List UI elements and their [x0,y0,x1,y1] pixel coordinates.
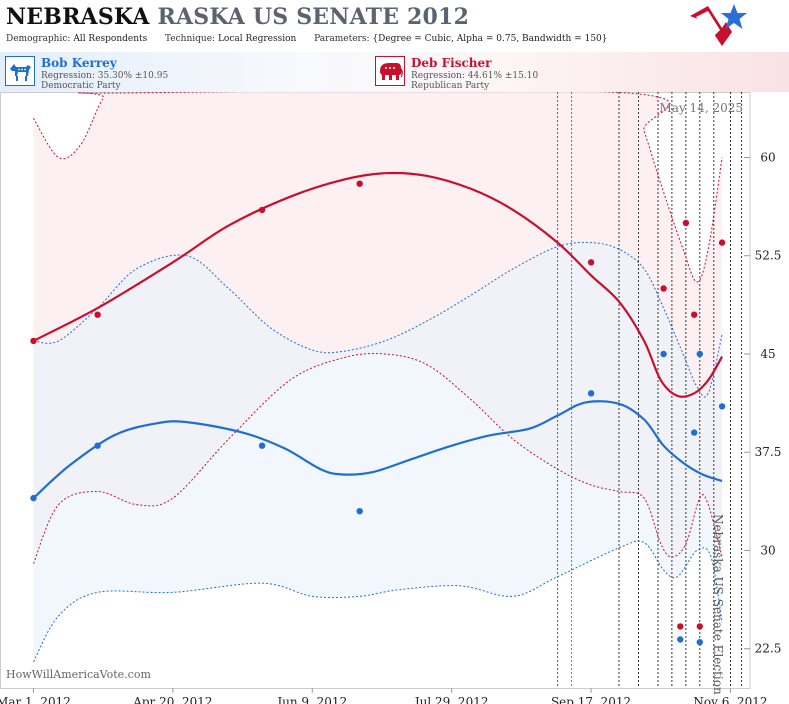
dem-band-upper [33,241,723,398]
rep-band-upper [33,92,723,283]
x-tick-label: Sep 17, 2012 [551,695,631,704]
dem-poll-point [356,508,363,515]
rep-regression: Regression: 44.61% ±15.10 [411,71,539,81]
rep-poll-point [258,206,266,214]
rep-poll-point [696,623,703,630]
confidence-bands [0,92,751,689]
rep-poll-point [691,311,698,318]
y-tick-label: 22.5 [755,642,782,656]
page-title: NEBRASKA RASKA US SENATE 2012 [6,4,469,30]
poll-date-lines [557,92,743,688]
dem-poll-point [696,639,703,646]
dem-poll-point [258,442,266,449]
rep-poll-point [587,259,595,266]
technique-value: Local Regression [217,34,297,44]
candidate-band: Bob Kerrey Regression: 35.30% ±10.95 Dem… [0,52,789,92]
rep-poll-point [718,239,726,246]
side-label: Nebraska US Senate Election [711,514,725,695]
elephant-icon [375,56,405,86]
parameters-value: {Degree = Cubic, Alpha = 0.75, Bandwidth… [372,34,608,44]
x-tick-label: Apr 20, 2012 [132,695,212,704]
rep-poll-point [682,219,690,227]
dem-confidence-band [33,242,723,662]
dem-poll-point [677,636,684,643]
demographic-label: Demographic: [6,34,71,44]
dem-party: Democratic Party [41,81,121,91]
x-tick-label: Jul 29, 2012 [413,695,489,704]
dem-poll-point [718,403,726,410]
x-tick-label: Nov 6, 2012 [693,695,767,704]
rep-poll-point [660,285,667,292]
rep-poll-point [677,623,684,630]
star-flag-logo-icon [688,2,748,50]
dem-regression-line [32,400,723,499]
rep-regression-line [32,171,724,398]
parameters-label: Parameters: [314,34,370,44]
rep-poll-point [356,180,363,187]
x-tick-label: Mar 1, 2012 [0,695,71,704]
header: NEBRASKA RASKA US SENATE 2012 Demographi… [0,0,789,52]
rep-poll-point [94,311,101,318]
dem-poll-point [587,390,595,397]
dem-poll-point [660,350,667,358]
rep-name: Deb Fischer [411,56,492,70]
y-tick-label: 52.5 [755,249,782,263]
rep-poll-point [30,337,37,345]
band-edges [33,92,723,663]
x-axis: Mar 1, 2012 Apr 20, 2012 Jun 9, 2012 Jul 29… [0,688,768,704]
poll-points [30,180,726,646]
y-tick-label: 30 [760,543,775,557]
line-chart: 22.5 30 37.5 45 52.5 60 Mar 1, 2012 Apr 20, 20… [0,92,782,704]
technique-label: Technique: [165,34,216,44]
parameters-line: Demographic: All Respondents Technique: … [6,34,608,44]
chart-area: 22.5 30 37.5 45 52.5 60 Mar 1, 2012 Apr 20, 20… [0,92,789,704]
dem-poll-point [94,442,101,449]
donkey-icon [5,56,35,86]
y-tick-label: 37.5 [755,445,782,459]
y-tick-label: 45 [760,347,775,361]
dem-poll-point [691,429,698,436]
y-axis: 22.5 30 37.5 45 52.5 60 [744,150,782,656]
demographic-value: All Respondents [73,34,148,44]
title-race: RASKA US SENATE 2012 [157,4,470,30]
rep-band-lower [33,353,723,564]
rep-party: Republican Party [411,81,490,91]
title-state: NEBRASKA [6,4,150,30]
dem-regression: Regression: 35.30% ±10.95 [41,71,169,81]
date-label: May 14, 2025 [660,101,743,115]
dem-band-lower [33,540,723,663]
dem-name: Bob Kerrey [41,56,117,70]
x-tick-label: Jun 9, 2012 [275,695,347,704]
y-tick-label: 60 [760,150,775,164]
watermark: HowWillAmericaVote.com [6,668,151,681]
regression-lines [32,171,724,499]
dem-poll-point [696,350,703,358]
dem-poll-point [30,494,37,502]
